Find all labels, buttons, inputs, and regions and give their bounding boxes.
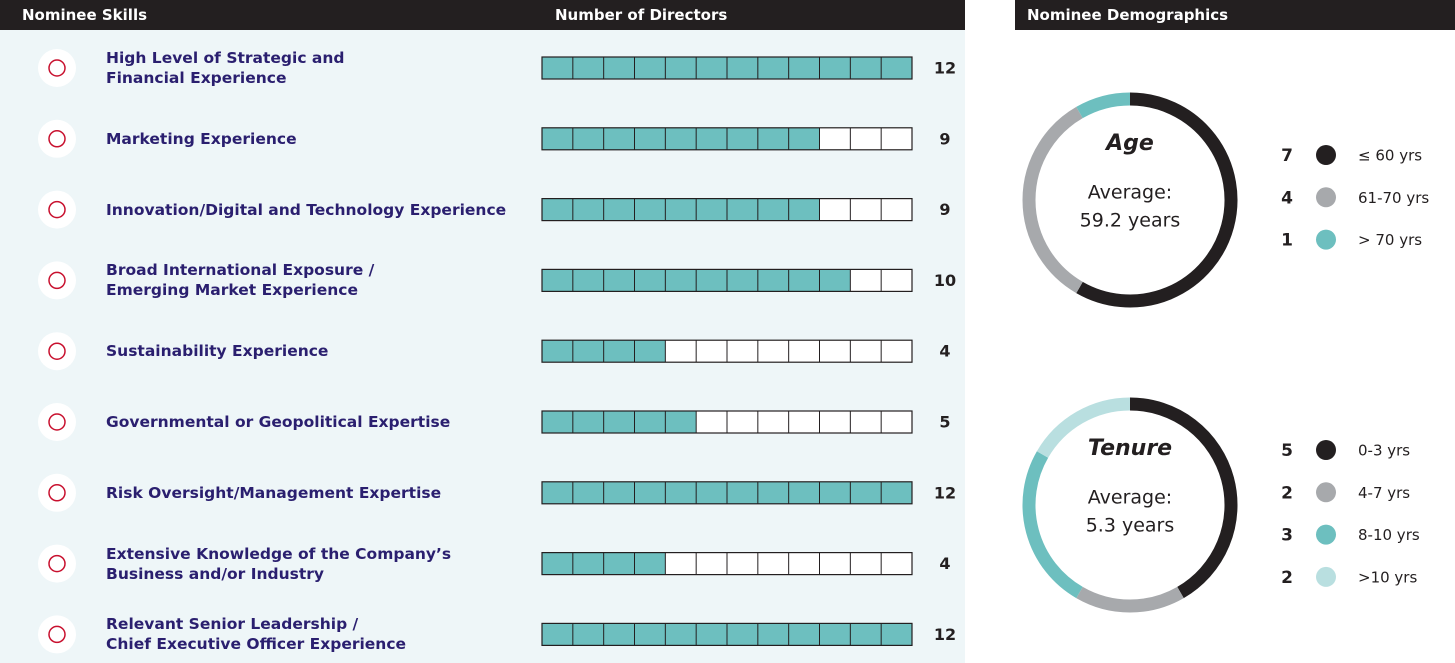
block-outline: [541, 268, 913, 292]
value-label: 4: [939, 342, 950, 361]
icon-bg: [38, 119, 76, 158]
icon: [48, 200, 66, 219]
legend-count: 3: [1281, 526, 1293, 546]
header-bar: [0, 0, 965, 30]
legend-dot: [1316, 482, 1336, 503]
legend-label: 0-3 yrs: [1358, 442, 1410, 460]
section-title: Nominee Demographics: [1027, 6, 1229, 24]
value-label: 9: [939, 129, 950, 148]
donut-title: Age: [1104, 131, 1154, 156]
legend-label: > 70 yrs: [1358, 231, 1422, 249]
average-label: Average:: [1088, 182, 1172, 204]
icon-bg: [38, 473, 76, 512]
bar: [542, 198, 820, 221]
legend-count: 7: [1281, 146, 1293, 166]
skill-label: Extensive Knowledge of the Company’s Bus…: [106, 544, 452, 583]
icon-bg: [38, 615, 76, 654]
block-outline: [541, 551, 913, 576]
legend-dot: [1316, 566, 1336, 587]
value-label: 10: [934, 271, 956, 290]
skill-label: Relevant Senior Leadership / Chief Execu…: [106, 615, 407, 654]
legend-dot: [1316, 229, 1336, 250]
bar: [542, 127, 820, 150]
icon: [48, 130, 66, 148]
bar: [542, 411, 697, 433]
block-outline: [541, 198, 913, 222]
block-outline: [541, 127, 913, 151]
icon-bg: [38, 544, 76, 583]
skill-label: High Level of Strategic and Financial Ex…: [106, 49, 345, 87]
donut-segment: [1129, 397, 1238, 599]
block-outline: [541, 622, 913, 647]
donut-segment: [1076, 92, 1131, 119]
donut-segment: [1076, 586, 1184, 613]
legend-label: 4-7 yrs: [1358, 484, 1410, 502]
icon: [48, 271, 66, 290]
block-outline: [541, 56, 913, 80]
icon-bg: [38, 332, 76, 371]
legend-count: 4: [1281, 188, 1293, 208]
value-label: 4: [939, 554, 950, 573]
skill-label: Risk Oversight/Management Expertise: [106, 483, 442, 502]
value-label: 9: [939, 200, 950, 219]
legend-label: 8-10 yrs: [1358, 526, 1420, 544]
skill-label: Sustainability Experience: [106, 342, 329, 361]
skill-label: Broad International Exposure / Emerging …: [106, 261, 375, 300]
legend-dot: [1316, 145, 1336, 165]
icon-bg: [38, 261, 76, 300]
donut-segment: [1022, 106, 1083, 294]
average-value: 59.2 years: [1080, 210, 1181, 232]
legend-count: 2: [1281, 483, 1293, 503]
icon: [48, 625, 66, 644]
icon: [48, 413, 66, 431]
value-label: 12: [934, 483, 956, 502]
icon-bg: [38, 49, 76, 87]
donut-title: Tenure: [1088, 436, 1172, 461]
legend-label: 61-70 yrs: [1358, 189, 1429, 207]
legend-count: 5: [1281, 441, 1293, 461]
average-label: Average:: [1088, 487, 1172, 509]
average-value: 5.3 years: [1086, 515, 1175, 537]
legend-count: 2: [1281, 568, 1293, 588]
donut-segment: [1022, 451, 1083, 599]
header-bar: [1015, 0, 1455, 30]
value-label: 12: [934, 59, 956, 78]
legend-label: >10 yrs: [1358, 568, 1417, 586]
legend-count: 1: [1281, 231, 1293, 251]
icon: [48, 342, 66, 360]
skill-label: Innovation/Digital and Technology Experi…: [106, 200, 507, 219]
legend-dot: [1316, 187, 1336, 208]
icon: [48, 59, 66, 77]
donut-segment: [1036, 397, 1131, 458]
value-label: 12: [934, 625, 956, 644]
skill-label: Marketing Experience: [106, 129, 297, 148]
block-outline: [541, 410, 913, 434]
skill-label: Governmental or Geopolitical Expertise: [106, 413, 451, 431]
icon: [48, 484, 66, 502]
section-title: Nominee Skills: [22, 6, 148, 24]
icon-bg: [38, 403, 76, 441]
icon-bg: [38, 190, 76, 229]
legend-label: ≤ 60 yrs: [1358, 147, 1422, 165]
block-outline: [541, 339, 913, 363]
axis-label: Number of Directors: [555, 6, 728, 24]
legend-dot: [1316, 524, 1336, 545]
value-label: 5: [939, 413, 950, 432]
block-outline: [541, 481, 913, 505]
legend-dot: [1316, 440, 1336, 460]
icon: [48, 554, 66, 573]
donut-segment: [1076, 92, 1238, 308]
